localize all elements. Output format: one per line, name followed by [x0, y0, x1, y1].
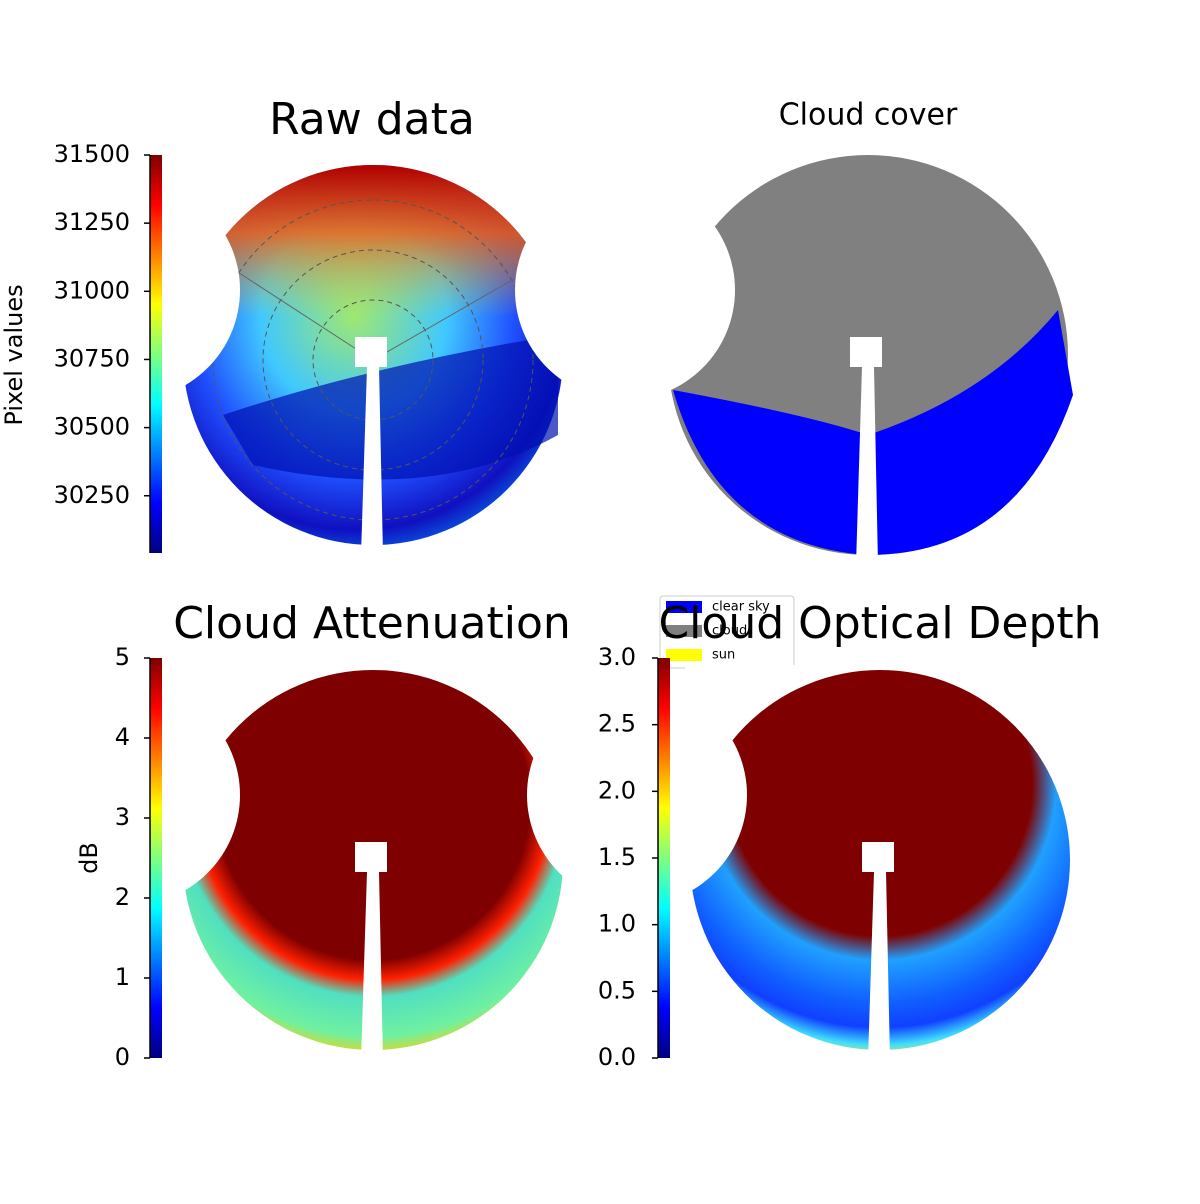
legend-swatch [666, 625, 702, 637]
panel-title: Cloud Attenuation [173, 598, 571, 649]
colorbar-tick-label: 1.5 [598, 843, 636, 871]
colorbar [150, 658, 162, 1058]
mast-mask [850, 337, 882, 565]
colorbar-tick-label: 1 [115, 963, 130, 991]
colorbar-tick-label: 30500 [54, 413, 130, 441]
sky-image [20, 665, 568, 1060]
sky-image [515, 155, 1073, 565]
colorbar-label: Pixel values [0, 284, 28, 425]
image-dark [223, 335, 558, 480]
colorbar [150, 155, 162, 553]
image-mask [20, 685, 240, 905]
colorbar-tick-label: 5 [115, 643, 130, 671]
legend: clear sky cloud sun [659, 595, 795, 669]
image-mask [685, 665, 1075, 670]
image-mask [178, 160, 568, 165]
image-mask [515, 180, 735, 400]
mast-mask [355, 337, 387, 555]
legend-swatch [666, 649, 702, 661]
polar-ring [212, 199, 534, 521]
image-mask [178, 665, 568, 670]
image-clear [673, 310, 1073, 555]
colorbar-tick-label: 3.0 [598, 643, 636, 671]
colorbar-tick-label: 31500 [54, 140, 130, 168]
colorbar-tick-label: 31000 [54, 276, 130, 304]
colorbar-tick-label: 30750 [54, 344, 130, 372]
panel-title: Cloud Optical Depth [658, 598, 1101, 649]
colorbar-tick-label: 4 [115, 723, 130, 751]
colorbar-tick-label: 30250 [54, 481, 130, 509]
panel-title: Raw data [269, 94, 475, 145]
colorbar-tick-label: 2 [115, 883, 130, 911]
colorbar-tick-label: 2.5 [598, 710, 636, 738]
mast-mask [355, 842, 387, 1060]
colorbar-tick-label: 1.0 [598, 910, 636, 938]
legend-label: clear sky [712, 600, 770, 615]
colorbar-tick-label: 0.0 [598, 1043, 636, 1071]
colorbar-tick-label: 31250 [54, 208, 130, 236]
colorbar-tick-label: 0.5 [598, 976, 636, 1004]
colorbar-label: dB [75, 842, 103, 874]
colorbar-tick-label: 2.0 [598, 776, 636, 804]
sky-image: 120 [20, 160, 574, 555]
legend-label: cloud [712, 624, 747, 639]
colorbar-tick-label: 3 [115, 803, 130, 831]
colorbar-tick-label: 0 [115, 1043, 130, 1071]
sky-image [527, 665, 1075, 1060]
colorbar [658, 658, 670, 1058]
image-mask [527, 685, 747, 905]
image-mask [20, 180, 240, 400]
panel-title: Cloud cover [779, 98, 958, 133]
legend-swatch [666, 601, 702, 613]
legend-label: sun [712, 648, 735, 663]
mast-mask [862, 842, 894, 1060]
